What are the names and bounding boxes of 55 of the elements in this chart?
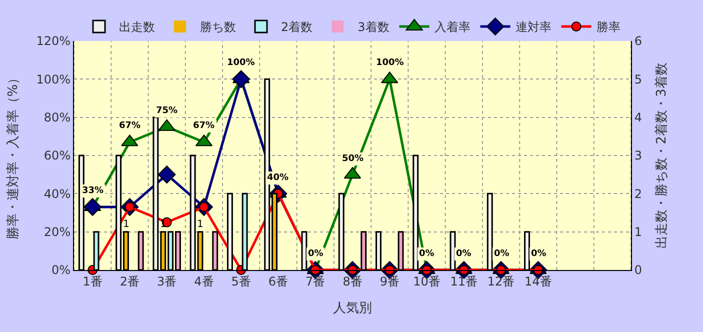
x-tick-label: 3番 xyxy=(157,274,177,288)
point xyxy=(232,70,250,88)
data-label: 50% xyxy=(342,154,364,164)
data-label: 40% xyxy=(267,173,289,183)
data-label: 0% xyxy=(419,249,434,259)
legend-label: 3着数 xyxy=(358,20,390,34)
data-label: 33% xyxy=(82,186,104,196)
legend-label: 勝ち数 xyxy=(200,20,236,34)
data-label: 0% xyxy=(308,249,324,259)
data-label: 67% xyxy=(119,121,141,131)
data-label: 67% xyxy=(193,121,215,131)
data-label: 100% xyxy=(227,58,255,68)
x-tick-label: 12番 xyxy=(487,274,515,288)
y-tick-label: 40% xyxy=(44,186,71,201)
x-tick-label: 5番 xyxy=(231,274,251,288)
legend-label: 勝率 xyxy=(596,20,620,34)
y2-tick-label: 0 xyxy=(634,263,642,278)
data-label: 0% xyxy=(494,249,510,259)
y2-tick-label: 1 xyxy=(634,225,642,240)
y-tick-label: 100% xyxy=(36,72,71,86)
y2-tick-label: 3 xyxy=(634,148,642,163)
y-tick-label: 80% xyxy=(44,110,71,125)
legend-label: 2着数 xyxy=(281,20,313,34)
y-axis-title: 勝率・連対率・入着率（%） xyxy=(5,71,22,240)
y-tick-label: 120% xyxy=(36,34,71,48)
legend-label: 連対率 xyxy=(515,20,552,34)
x-axis-title: 人気別 xyxy=(333,301,372,316)
x-tick-label: 2番 xyxy=(120,274,140,288)
x-tick-label: 8番 xyxy=(342,274,362,288)
y-tick-label: 20% xyxy=(44,225,71,240)
x-tick-label: 10番 xyxy=(413,274,440,288)
y2-axis-title: 出走数・勝ち数・2着数・3着数 xyxy=(654,62,670,248)
point xyxy=(158,166,176,184)
data-label: 0% xyxy=(531,249,546,259)
y2-tick-label: 5 xyxy=(634,72,642,86)
data-label: 1 xyxy=(123,219,130,230)
x-tick-label: 14番 xyxy=(524,274,552,288)
x-tick-label: 6番 xyxy=(268,274,288,288)
data-label: 1 xyxy=(197,219,204,230)
y2-tick-label: 2 xyxy=(634,186,642,201)
data-label: 100% xyxy=(376,58,404,68)
data-label: 75% xyxy=(156,106,178,116)
x-tick-label: 7番 xyxy=(306,274,326,288)
x-tick-label: 9番 xyxy=(380,274,400,288)
legend-label: 入着率 xyxy=(434,20,470,34)
x-tick-label: 4番 xyxy=(194,274,214,288)
x-tick-label: 11番 xyxy=(450,274,478,288)
y2-tick-label: 4 xyxy=(634,110,642,125)
y2-tick-label: 6 xyxy=(634,34,642,48)
x-tick-label: 1番 xyxy=(82,274,102,288)
point xyxy=(84,198,102,216)
legend-label: 出走数 xyxy=(119,20,155,34)
data-label: 0% xyxy=(456,249,472,259)
y-tick-label: 0% xyxy=(52,263,71,278)
y-tick-label: 60% xyxy=(44,148,71,163)
